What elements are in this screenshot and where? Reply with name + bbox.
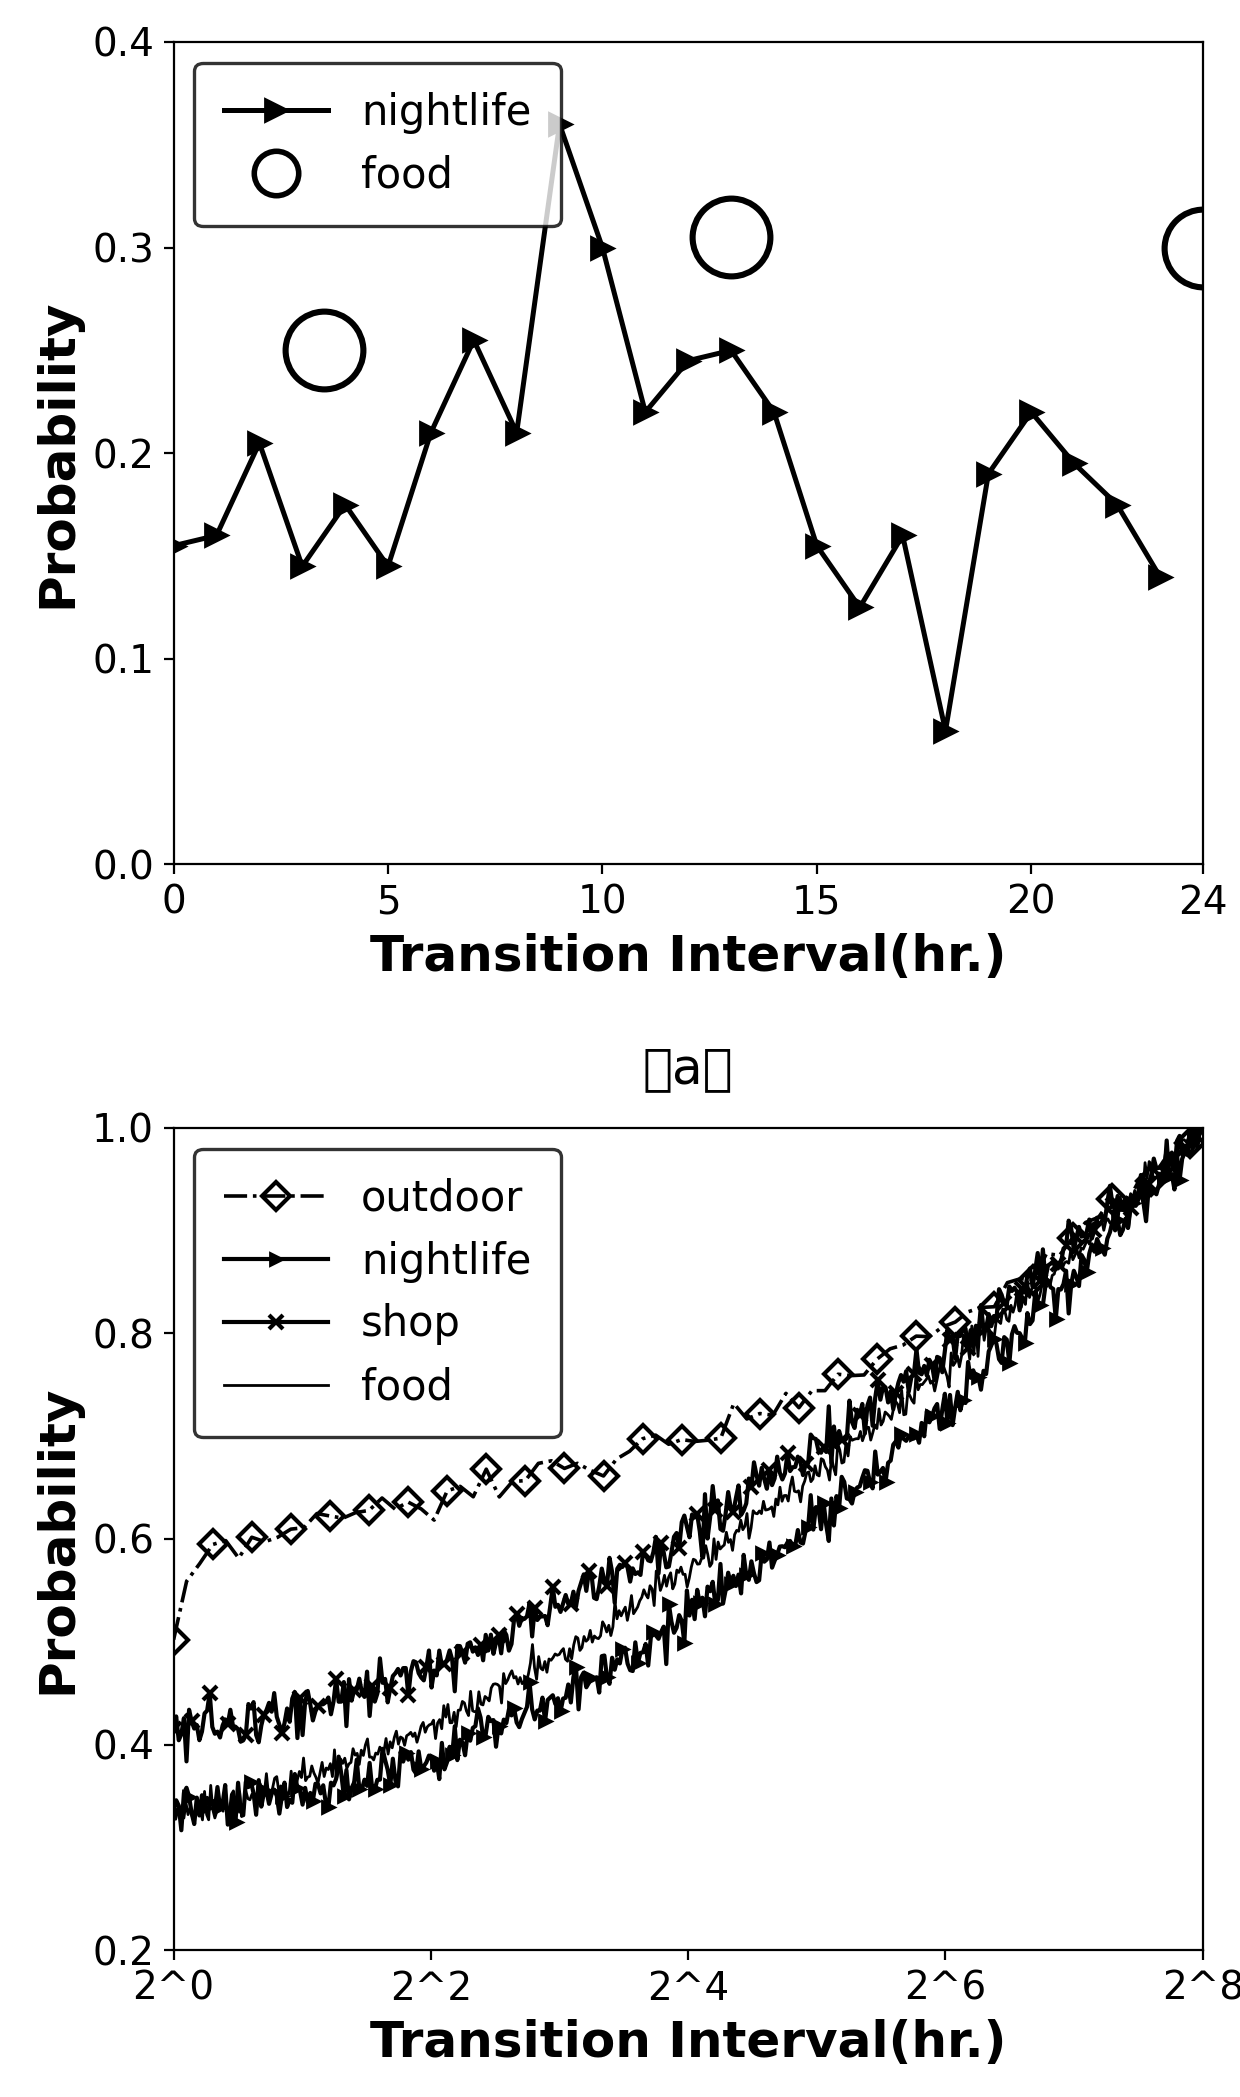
outdoor [1195, 1116, 1210, 1141]
Line: food: food [174, 1128, 1203, 1820]
shop [505, 1631, 520, 1657]
Line: outdoor: outdoor [164, 1118, 1213, 1650]
nightlife [293, 1778, 308, 1803]
shop [816, 1434, 831, 1460]
outdoor [869, 1346, 884, 1371]
food [725, 1537, 740, 1562]
nightlife [166, 1799, 181, 1824]
Line: nightlife: nightlife [169, 1122, 1208, 1835]
food [195, 1808, 210, 1833]
nightlife [916, 1424, 931, 1449]
nightlife [174, 1818, 188, 1843]
shop [577, 1562, 591, 1587]
Y-axis label: Probability: Probability [33, 298, 81, 608]
Y-axis label: Probability: Probability [33, 1384, 81, 1694]
outdoor [166, 1627, 181, 1652]
food [1183, 1116, 1198, 1141]
food [663, 1560, 678, 1585]
shop [293, 1684, 308, 1709]
nightlife [911, 1430, 926, 1455]
outdoor [779, 1380, 794, 1405]
Line: shop: shop [166, 1120, 1210, 1768]
food [1173, 1134, 1188, 1160]
shop [166, 1717, 181, 1743]
nightlife [816, 1491, 831, 1516]
shop [911, 1361, 926, 1386]
food [657, 1562, 672, 1587]
nightlife [505, 1703, 520, 1728]
food [1012, 1285, 1027, 1311]
nightlife [1183, 1116, 1198, 1141]
shop [916, 1353, 931, 1378]
Legend: nightlife, food: nightlife, food [195, 63, 560, 226]
X-axis label: Transition Interval(hr.): Transition Interval(hr.) [370, 2019, 1007, 2068]
outdoor [622, 1439, 637, 1464]
Text: （a）: （a） [642, 1046, 734, 1093]
Legend: outdoor, nightlife, shop, food: outdoor, nightlife, shop, food [195, 1149, 560, 1436]
outdoor [831, 1361, 846, 1386]
outdoor [1078, 1210, 1092, 1235]
food [1195, 1116, 1210, 1141]
X-axis label: Transition Interval(hr.): Transition Interval(hr.) [370, 933, 1007, 981]
outdoor [791, 1395, 806, 1420]
shop [1195, 1116, 1210, 1141]
food [166, 1799, 181, 1824]
nightlife [577, 1661, 591, 1686]
nightlife [1195, 1116, 1210, 1141]
food [781, 1489, 796, 1514]
shop [179, 1749, 193, 1774]
